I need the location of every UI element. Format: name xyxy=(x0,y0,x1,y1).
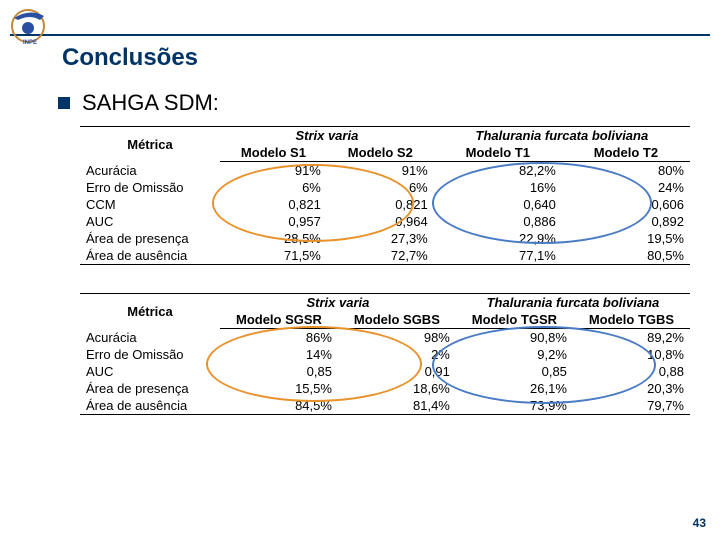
metric-value: 26,1% xyxy=(456,380,573,397)
metric-value: 15,5% xyxy=(220,380,338,397)
square-bullet-icon xyxy=(58,97,70,109)
table-row: Área de ausência71,5%72,7%77,1%80,5% xyxy=(80,247,690,265)
table-row: Acurácia86%98%90,8%89,2% xyxy=(80,329,690,347)
metric-value: 91% xyxy=(220,162,327,180)
metric-value: 0,606 xyxy=(562,196,690,213)
metric-label: CCM xyxy=(80,196,220,213)
metric-value: 80% xyxy=(562,162,690,180)
table-row: Erro de Omissão6%6%16%24% xyxy=(80,179,690,196)
table-row: Acurácia91%91%82,2%80% xyxy=(80,162,690,180)
metric-label: AUC xyxy=(80,363,220,380)
metric-value: 98% xyxy=(338,329,456,347)
metric-value: 20,3% xyxy=(573,380,690,397)
page-number: 43 xyxy=(693,516,706,530)
metric-value: 82,2% xyxy=(434,162,562,180)
metric-label: Área de presença xyxy=(80,230,220,247)
metric-value: 22,9% xyxy=(434,230,562,247)
metric-value: 73,9% xyxy=(456,397,573,415)
metric-value: 80,5% xyxy=(562,247,690,265)
metric-label: Erro de Omissão xyxy=(80,346,220,363)
col-header-model: Modelo TGBS xyxy=(573,311,690,329)
metric-value: 84,5% xyxy=(220,397,338,415)
metric-value: 72,7% xyxy=(327,247,434,265)
col-header-model: Modelo T2 xyxy=(562,144,690,162)
metric-value: 90,8% xyxy=(456,329,573,347)
metric-label: Erro de Omissão xyxy=(80,179,220,196)
metric-value: 0,88 xyxy=(573,363,690,380)
metric-value: 0,85 xyxy=(220,363,338,380)
metric-value: 0,640 xyxy=(434,196,562,213)
col-header-metric: Métrica xyxy=(80,127,220,162)
metric-value: 2% xyxy=(338,346,456,363)
metric-label: Área de ausência xyxy=(80,247,220,265)
col-header-model: Modelo SGSR xyxy=(220,311,338,329)
metric-value: 86% xyxy=(220,329,338,347)
col-header-model: Modelo S1 xyxy=(220,144,327,162)
metric-value: 19,5% xyxy=(562,230,690,247)
metric-value: 18,6% xyxy=(338,380,456,397)
col-header-species: Thalurania furcata boliviana xyxy=(456,294,690,312)
header-rule xyxy=(10,34,710,36)
col-header-species: Strix varia xyxy=(220,294,456,312)
metric-value: 79,7% xyxy=(573,397,690,415)
metric-value: 0,886 xyxy=(434,213,562,230)
metric-value: 28,5% xyxy=(220,230,327,247)
metric-label: Acurácia xyxy=(80,162,220,180)
col-header-metric: Métrica xyxy=(80,294,220,329)
col-header-model: Modelo TGSR xyxy=(456,311,573,329)
metric-value: 77,1% xyxy=(434,247,562,265)
col-header-model: Modelo SGBS xyxy=(338,311,456,329)
metric-value: 71,5% xyxy=(220,247,327,265)
metric-value: 9,2% xyxy=(456,346,573,363)
col-header-species: Thalurania furcata boliviana xyxy=(434,127,690,145)
bullet-item: SAHGA SDM: xyxy=(58,90,219,116)
metric-label: Acurácia xyxy=(80,329,220,347)
svg-text:INPE: INPE xyxy=(23,40,37,46)
metric-label: AUC xyxy=(80,213,220,230)
table-row: AUC0,850,910,850,88 xyxy=(80,363,690,380)
col-header-model: Modelo T1 xyxy=(434,144,562,162)
metrics-table-1: Métrica Strix varia Thalurania furcata b… xyxy=(80,126,690,265)
metric-value: 27,3% xyxy=(327,230,434,247)
subtitle-text: SAHGA SDM: xyxy=(82,90,219,116)
metric-value: 0,892 xyxy=(562,213,690,230)
metric-value: 0,964 xyxy=(327,213,434,230)
col-header-model: Modelo S2 xyxy=(327,144,434,162)
metric-value: 6% xyxy=(327,179,434,196)
metrics-table-2: Métrica Strix varia Thalurania furcata b… xyxy=(80,293,690,415)
metric-value: 0,91 xyxy=(338,363,456,380)
metric-label: Área de ausência xyxy=(80,397,220,415)
metric-value: 16% xyxy=(434,179,562,196)
inpe-logo: INPE xyxy=(8,6,52,46)
table-row: Área de presença28,5%27,3%22,9%19,5% xyxy=(80,230,690,247)
page-title: Conclusões xyxy=(62,44,198,72)
table-row: Área de presença15,5%18,6%26,1%20,3% xyxy=(80,380,690,397)
metric-value: 24% xyxy=(562,179,690,196)
metric-value: 89,2% xyxy=(573,329,690,347)
metric-value: 91% xyxy=(327,162,434,180)
metric-value: 0,85 xyxy=(456,363,573,380)
tables-container: Métrica Strix varia Thalurania furcata b… xyxy=(80,126,690,443)
metric-value: 10,8% xyxy=(573,346,690,363)
metric-value: 0,821 xyxy=(327,196,434,213)
table-row: Erro de Omissão14%2%9,2%10,8% xyxy=(80,346,690,363)
metric-label: Área de presença xyxy=(80,380,220,397)
table-row: Área de ausência84,5%81,4%73,9%79,7% xyxy=(80,397,690,415)
metric-value: 81,4% xyxy=(338,397,456,415)
metric-value: 14% xyxy=(220,346,338,363)
col-header-species: Strix varia xyxy=(220,127,434,145)
table-row: AUC0,9570,9640,8860,892 xyxy=(80,213,690,230)
table-row: CCM0,8210,8210,6400,606 xyxy=(80,196,690,213)
metric-value: 6% xyxy=(220,179,327,196)
metric-value: 0,957 xyxy=(220,213,327,230)
metric-value: 0,821 xyxy=(220,196,327,213)
